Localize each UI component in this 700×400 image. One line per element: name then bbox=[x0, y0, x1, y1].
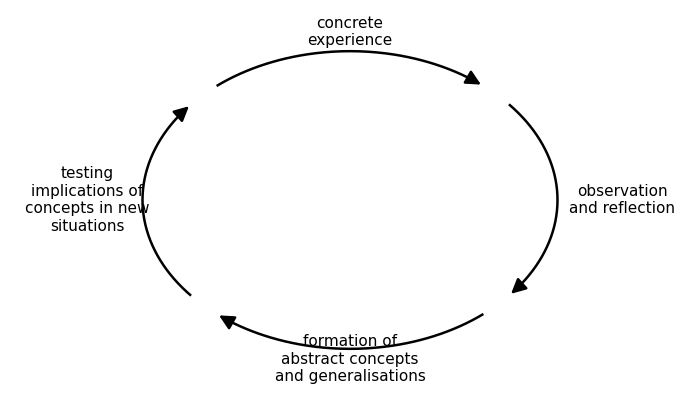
Text: testing
implications of
concepts in new
situations: testing implications of concepts in new … bbox=[25, 166, 149, 234]
Text: observation
and reflection: observation and reflection bbox=[569, 184, 675, 216]
Text: formation of
abstract concepts
and generalisations: formation of abstract concepts and gener… bbox=[274, 334, 426, 384]
Text: concrete
experience: concrete experience bbox=[307, 16, 393, 48]
